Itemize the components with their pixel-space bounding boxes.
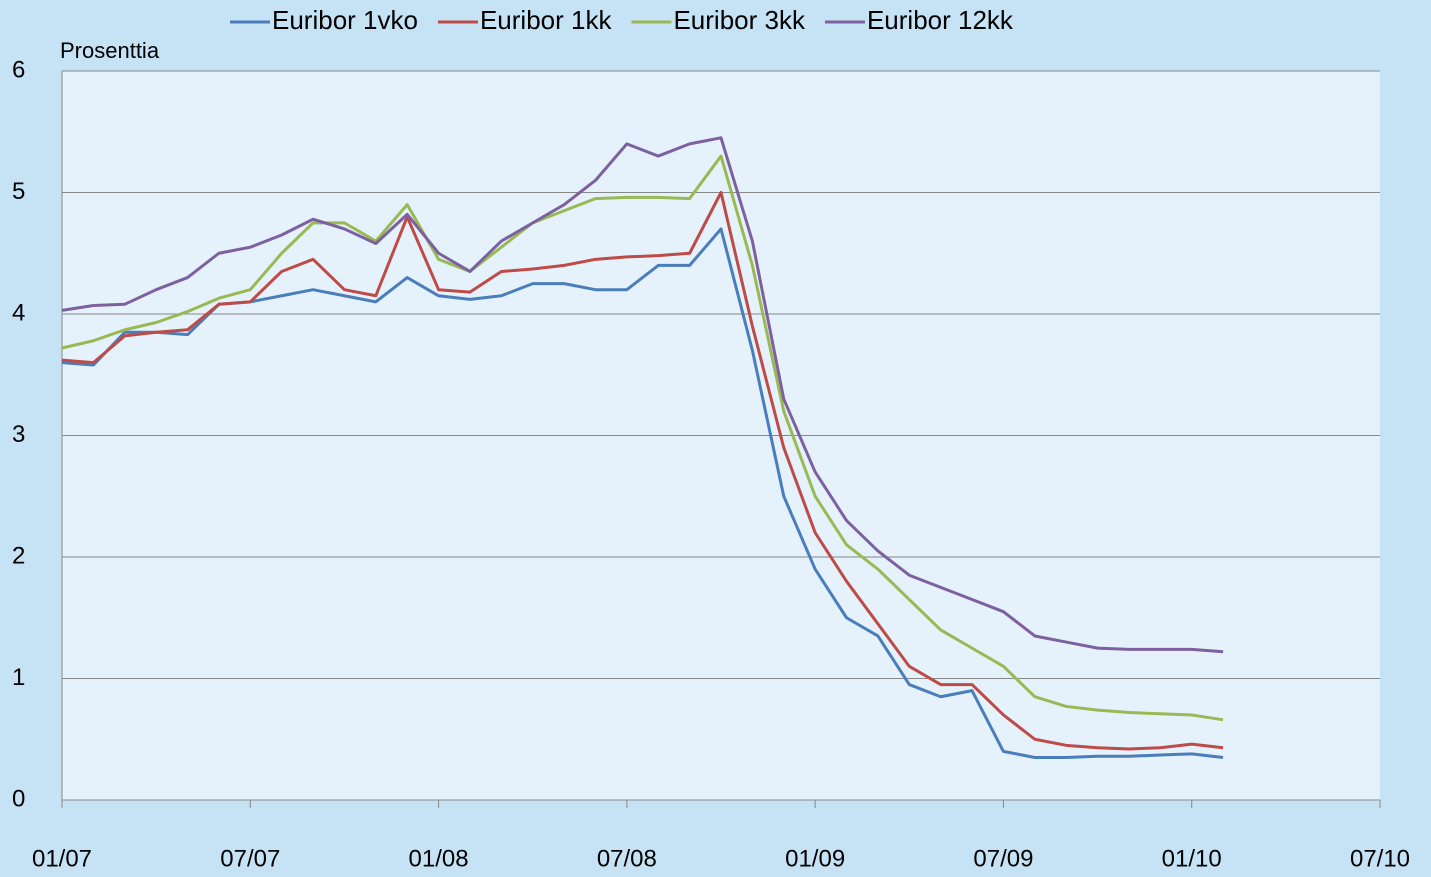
legend-label: Euribor 1kk — [480, 5, 612, 35]
x-tick-label: 01/08 — [409, 845, 469, 872]
series-line — [61, 227, 1224, 759]
legend-label: Euribor 3kk — [673, 5, 805, 35]
y-tick-label: 4 — [12, 299, 25, 326]
y-tick-label: 3 — [12, 421, 25, 448]
series-line — [61, 136, 1224, 654]
x-tick-label: 07/07 — [220, 845, 280, 872]
x-tick-label: 07/08 — [597, 845, 657, 872]
legend-label: Euribor 12kk — [867, 5, 1014, 35]
y-axis-label: Prosenttia — [60, 38, 160, 63]
x-tick-label: 01/09 — [785, 845, 845, 872]
series-line — [61, 191, 1224, 751]
y-tick-label: 1 — [12, 664, 25, 691]
y-tick-label: 5 — [12, 178, 25, 205]
y-tick-label: 0 — [12, 785, 25, 812]
series-line — [61, 154, 1224, 722]
x-tick-label: 07/10 — [1350, 845, 1410, 872]
x-tick-label: 01/10 — [1162, 845, 1222, 872]
legend-label: Euribor 1vko — [272, 5, 418, 35]
y-tick-label: 6 — [12, 56, 25, 83]
x-tick-label: 07/09 — [973, 845, 1033, 872]
y-tick-label: 2 — [12, 542, 25, 569]
x-tick-label: 01/07 — [32, 845, 92, 872]
